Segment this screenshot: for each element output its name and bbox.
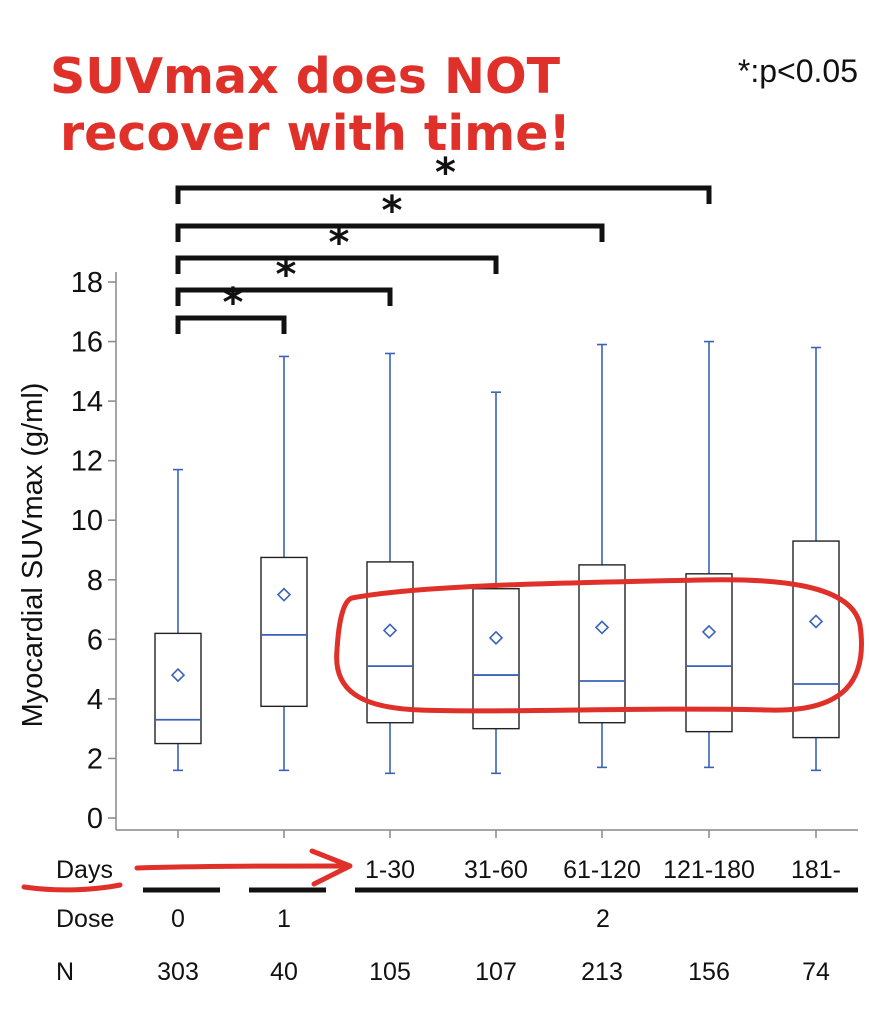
mean-marker bbox=[594, 620, 610, 635]
n-label: 303 bbox=[157, 958, 199, 986]
dose-label: 1 bbox=[277, 905, 291, 933]
dose-label: 2 bbox=[596, 905, 610, 933]
iqr-box bbox=[366, 561, 414, 724]
box-plots bbox=[154, 340, 840, 775]
group-rows: 303 40 1-30 105 31-60 107 61-120 213 121-180 156 1… bbox=[143, 856, 858, 986]
days-row-label: Days bbox=[56, 856, 113, 884]
significance-bracket: * bbox=[175, 188, 605, 242]
days-underline bbox=[21, 882, 123, 893]
dose-row-label: Dose bbox=[56, 905, 114, 933]
significance-note: *:p<0.05 bbox=[738, 53, 858, 89]
significance-bracket: * bbox=[175, 252, 393, 306]
box-group bbox=[366, 352, 414, 775]
y-tick-label: 8 bbox=[87, 565, 103, 597]
bracket-line bbox=[175, 287, 393, 306]
significance-star: * bbox=[223, 280, 244, 326]
mean-marker bbox=[382, 623, 398, 638]
significance-star: * bbox=[276, 252, 297, 298]
annotation-title-line2: recover with time! bbox=[60, 105, 571, 162]
highlight-loop bbox=[334, 577, 864, 714]
dose-label: 0 bbox=[171, 905, 185, 933]
days-label: 181- bbox=[791, 856, 841, 884]
mean-marker bbox=[808, 614, 824, 629]
n-label: 74 bbox=[802, 958, 830, 986]
box-group bbox=[685, 340, 733, 769]
mean-marker bbox=[488, 630, 504, 645]
box-group bbox=[154, 468, 202, 772]
y-tick-label: 2 bbox=[87, 743, 103, 775]
y-axis-label: Myocardial SUVmax (g/ml) bbox=[17, 383, 49, 728]
annotation-title-line1: SUVmax does NOT bbox=[50, 48, 561, 105]
bracket-line bbox=[175, 223, 605, 242]
mean-marker bbox=[170, 667, 186, 683]
y-tick-label: 16 bbox=[71, 327, 103, 359]
iqr-box bbox=[154, 632, 202, 745]
days-arrow-shaft bbox=[134, 863, 351, 871]
iqr-box bbox=[260, 556, 308, 708]
days-label: 121-180 bbox=[663, 856, 755, 884]
y-tick-label: 18 bbox=[71, 267, 103, 299]
x-ticks bbox=[177, 830, 817, 838]
y-tick-label: 12 bbox=[71, 446, 103, 478]
y-tick-label: 14 bbox=[71, 386, 103, 418]
box-group bbox=[260, 355, 308, 772]
iqr-box bbox=[578, 564, 626, 724]
box-group bbox=[578, 343, 626, 769]
significance-bracket: * bbox=[175, 220, 499, 274]
box-group bbox=[792, 346, 840, 772]
n-label: 105 bbox=[369, 958, 411, 986]
days-label: 61-120 bbox=[563, 856, 641, 884]
iqr-box bbox=[472, 588, 520, 730]
significance-star: * bbox=[382, 188, 403, 234]
bracket-line bbox=[175, 185, 712, 204]
n-label: 156 bbox=[688, 958, 730, 986]
y-ticks: 0 2 4 6 8 10 12 14 16 18 bbox=[71, 267, 116, 835]
y-tick-label: 4 bbox=[87, 684, 103, 716]
bracket-line bbox=[175, 315, 287, 334]
significance-star: * bbox=[329, 220, 350, 266]
y-tick-label: 0 bbox=[87, 803, 103, 835]
mean-marker bbox=[276, 587, 292, 602]
days-arrow-head bbox=[309, 848, 353, 887]
significance-star: * bbox=[435, 150, 456, 196]
bracket-line bbox=[175, 255, 499, 274]
significance-brackets: * * * * * bbox=[175, 150, 712, 334]
n-label: 107 bbox=[475, 958, 517, 986]
mean-marker bbox=[701, 624, 717, 640]
n-row-label: N bbox=[56, 958, 74, 986]
iqr-box bbox=[792, 540, 840, 739]
n-label: 40 bbox=[270, 958, 298, 986]
box-group bbox=[472, 391, 520, 775]
days-label: 31-60 bbox=[464, 856, 528, 884]
significance-bracket: * bbox=[175, 150, 712, 204]
iqr-box bbox=[685, 573, 733, 733]
days-label: 1-30 bbox=[365, 856, 415, 884]
y-tick-label: 6 bbox=[87, 624, 103, 656]
y-tick-label: 10 bbox=[71, 505, 103, 537]
n-label: 213 bbox=[581, 958, 623, 986]
